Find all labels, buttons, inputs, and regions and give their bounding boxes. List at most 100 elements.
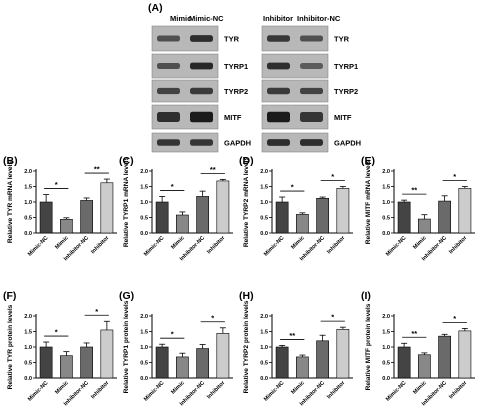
chart-g-ylabel: Relative TYRP1 protein levels — [123, 300, 130, 393]
chart-g-bar-mimic-nc — [155, 346, 169, 379]
chart-h-panel-letter: (H) — [239, 290, 254, 302]
chart-b-significance-label-0: * — [55, 180, 58, 189]
blot-band-gapdh-lane-1 — [157, 139, 180, 146]
chart-g-ytick-label-0: 0.0 — [140, 376, 148, 382]
chart-f-ylabel: Relative TYR protein levels — [7, 304, 14, 389]
blot-row-label-tyr-right: TYR — [334, 35, 350, 44]
chart-d-ytick-label-0: 0.0 — [260, 231, 268, 237]
blot-band-tyrp1-lane-2 — [190, 62, 213, 70]
blot-column-label-mimic-nc: Mimic-NC — [189, 14, 224, 23]
blot-column-label-inhibitor: Inhibitor — [263, 14, 293, 23]
chart-f-panel-letter: (F) — [3, 290, 16, 302]
chart-c-bar-inhibitor — [216, 180, 230, 234]
chart-f-ytick-label-4: 2.0 — [24, 314, 32, 320]
chart-g-ytick-label-2: 1.0 — [140, 345, 148, 351]
blot-row-label-gapdh-left: GAPDH — [224, 139, 251, 148]
chart-i-bar-inhibitor — [458, 330, 472, 379]
chart-d-ylabel: Relative TYRP2 mRNA levels — [243, 157, 250, 248]
blot-row-label-mitf-right: MITF — [334, 113, 352, 122]
chart-b-panel-letter: (B) — [3, 155, 18, 167]
chart-e-bar-inhibitor-nc — [438, 200, 451, 234]
chart-e-ytick-label-3: 1.5 — [382, 185, 390, 191]
chart-b-ytick-label-3: 1.5 — [24, 185, 32, 191]
chart-b-bar-inhibitor-nc — [80, 200, 94, 234]
blot-band-gapdh-lane-3 — [267, 139, 290, 146]
blot-row-label-tyrp1-right: TYRP1 — [334, 62, 358, 71]
blot-membrane-gapdh-inhibitor — [261, 132, 329, 153]
chart-b-ytick-label-2: 1.0 — [24, 200, 32, 206]
chart-f-ytick-label-3: 1.5 — [24, 330, 32, 336]
chart-b-bar-mimic-nc — [39, 201, 53, 234]
chart-i-ytick-label-3: 1.5 — [382, 330, 390, 336]
chart-b-significance-label-1: ** — [94, 165, 100, 174]
chart-g-bar-inhibitor-nc — [196, 348, 210, 379]
chart-d-ytick-label-4: 2.0 — [260, 169, 268, 175]
chart-f-ytick-label-2: 1.0 — [24, 345, 32, 351]
chart-e-ylabel: Relative MITF mRNA levels — [365, 159, 372, 244]
chart-g-bar-mimic — [176, 356, 189, 379]
chart-c-ytick-label-0: 0.0 — [140, 231, 148, 237]
chart-i-bar-inhibitor-nc — [438, 335, 451, 379]
chart-i-ytick-label-0: 0.0 — [382, 376, 390, 382]
chart-h-significance-label-0: ** — [289, 331, 295, 340]
chart-i-ytick-label-4: 2.0 — [382, 314, 390, 320]
blot-band-tyr-lane-1 — [157, 35, 180, 42]
chart-d-ytick-label-3: 1.5 — [260, 185, 268, 191]
chart-e-bar-mimic-nc — [397, 201, 411, 234]
chart-f-ytick-label-0: 0.0 — [24, 376, 32, 382]
chart-b-bar-inhibitor — [100, 182, 114, 234]
chart-c-bar-mimic — [176, 214, 189, 234]
blot-band-tyr-lane-3 — [267, 35, 290, 42]
blot-membrane-tyrp2-mimic — [151, 79, 219, 103]
blot-column-label-inhibitor-nc: Inhibitor-NC — [297, 14, 341, 23]
chart-h-ytick-label-1: 0.5 — [260, 361, 268, 367]
chart-i-ylabel: Relative MITF protein levels — [365, 303, 372, 390]
blot-column-label-mimic: Mimic — [170, 14, 191, 23]
chart-d-bar-inhibitor — [336, 188, 350, 234]
blot-membrane-tyrp2-inhibitor — [261, 79, 329, 103]
chart-d-bar-inhibitor-nc — [316, 197, 329, 234]
chart-d-panel-letter: (D) — [239, 155, 254, 167]
chart-d-ytick-label-2: 1.0 — [260, 200, 268, 206]
chart-e-significance-label-1: * — [453, 172, 456, 181]
chart-c-significance-label-1: ** — [210, 165, 216, 174]
blot-row-label-gapdh-right: GAPDH — [334, 139, 361, 148]
chart-h-ytick-label-0: 0.0 — [260, 376, 268, 382]
chart-g-significance-label-0: * — [171, 330, 174, 339]
chart-e-ytick-label-1: 0.5 — [382, 216, 390, 222]
chart-c-ytick-label-1: 0.5 — [140, 216, 148, 222]
blot-band-tyr-lane-4 — [300, 35, 323, 42]
chart-i-significance-label-1: * — [453, 314, 456, 323]
blot-row-label-tyrp1-left: TYRP1 — [224, 62, 248, 71]
chart-h-bar-inhibitor-nc — [316, 340, 329, 379]
blot-band-tyrp1-lane-3 — [267, 62, 290, 70]
chart-h-bar-mimic — [295, 356, 309, 379]
blot-band-tyrp2-lane-4 — [300, 87, 323, 95]
chart-c: (C)Relative TYRP1 mRNA levels 0.0 0.5 1.0 1.… — [119, 155, 233, 262]
blot-band-mitf-lane-1 — [157, 111, 180, 123]
chart-i-panel-letter: (I) — [361, 290, 371, 302]
chart-b-bar-mimic — [59, 219, 73, 234]
chart-f-bar-inhibitor — [100, 329, 114, 379]
chart-h-bar-inhibitor — [336, 329, 350, 379]
chart-c-bar-mimic-nc — [155, 201, 169, 234]
blot-band-gapdh-lane-2 — [190, 139, 213, 146]
chart-i-bar-mimic-nc — [397, 346, 411, 379]
chart-d: (D)Relative TYRP2 mRNA levels 0.0 0.5 1.0 1.… — [239, 155, 353, 262]
chart-b-ytick-label-1: 0.5 — [24, 216, 32, 222]
chart-h-significance-label-1: * — [331, 313, 334, 322]
chart-f-bar-mimic-nc — [39, 346, 53, 379]
blot-row-label-tyr-left: TYR — [224, 35, 240, 44]
chart-e-bar-mimic — [417, 218, 431, 234]
chart-g-panel-letter: (G) — [119, 290, 134, 302]
blot-panel-letter: (A) — [148, 2, 163, 14]
chart-e-panel-letter: (E) — [361, 155, 375, 167]
blot-band-tyrp2-lane-3 — [267, 87, 290, 95]
blot-band-mitf-lane-3 — [267, 111, 290, 123]
chart-h-bar-mimic-nc — [275, 346, 289, 379]
blot-band-gapdh-lane-4 — [300, 139, 323, 146]
chart-f-ytick-label-1: 0.5 — [24, 361, 32, 367]
chart-g-significance-label-1: * — [211, 313, 214, 322]
chart-f-significance-label-0: * — [55, 328, 58, 337]
